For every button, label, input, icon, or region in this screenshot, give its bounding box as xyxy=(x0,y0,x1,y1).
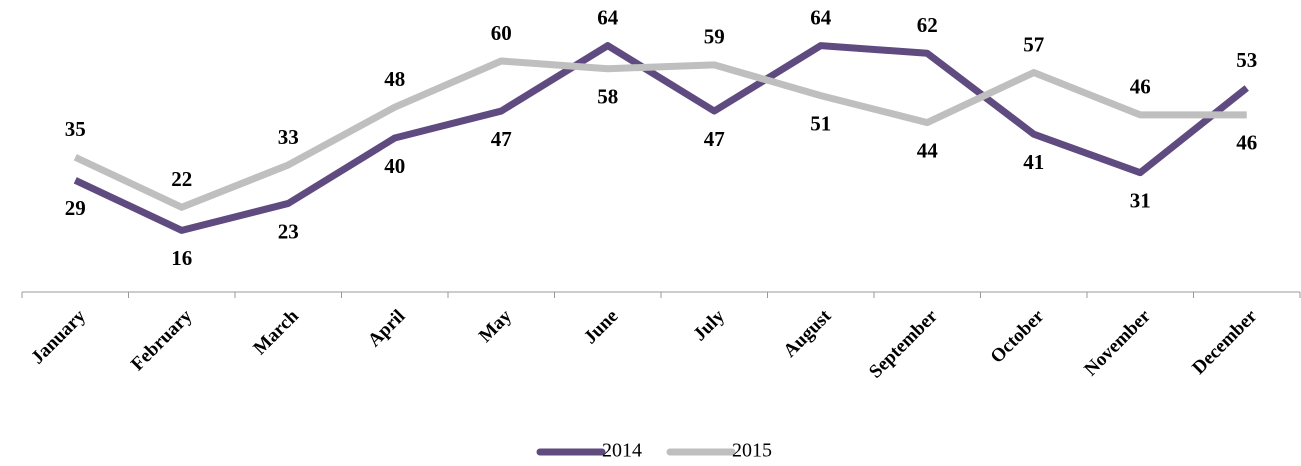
x-tick-label: March xyxy=(249,305,303,359)
data-label: 48 xyxy=(384,67,405,91)
data-label: 64 xyxy=(810,5,832,29)
data-label: 62 xyxy=(917,13,938,37)
data-label: 46 xyxy=(1130,75,1151,99)
data-label: 35 xyxy=(65,117,86,141)
data-label: 33 xyxy=(278,125,299,149)
x-tick-label: June xyxy=(580,306,622,348)
x-tick-label: July xyxy=(689,305,729,345)
x-tick-label: December xyxy=(1188,305,1261,378)
x-tick-label: February xyxy=(127,305,197,375)
data-label: 51 xyxy=(810,111,831,135)
legend-label: 2014 xyxy=(602,440,642,462)
data-label: 23 xyxy=(278,219,299,243)
x-tick-label: January xyxy=(27,305,90,368)
data-label: 29 xyxy=(65,196,86,220)
x-tick-label: November xyxy=(1080,305,1155,380)
data-label: 47 xyxy=(704,127,725,151)
data-label: 47 xyxy=(491,127,512,151)
x-tick-label: September xyxy=(865,305,942,382)
data-label: 46 xyxy=(1236,131,1257,155)
data-label: 58 xyxy=(597,85,618,109)
data-label: 60 xyxy=(491,21,512,45)
x-tick-label: October xyxy=(987,305,1049,367)
x-tick-label: April xyxy=(364,306,409,351)
data-label: 64 xyxy=(597,5,619,29)
data-label: 41 xyxy=(1023,150,1044,174)
data-label: 57 xyxy=(1023,32,1044,56)
x-tick-label: August xyxy=(779,305,835,361)
data-label: 31 xyxy=(1130,188,1151,212)
x-tick-label: May xyxy=(475,305,516,346)
series-line xyxy=(73,57,1247,211)
data-label: 53 xyxy=(1236,48,1257,72)
data-label: 22 xyxy=(171,167,192,191)
legend-label: 2015 xyxy=(732,440,772,462)
data-label: 44 xyxy=(917,138,939,162)
data-label: 16 xyxy=(171,246,192,270)
data-label: 40 xyxy=(384,154,405,178)
series-line xyxy=(73,42,1249,234)
data-label: 59 xyxy=(704,25,725,49)
